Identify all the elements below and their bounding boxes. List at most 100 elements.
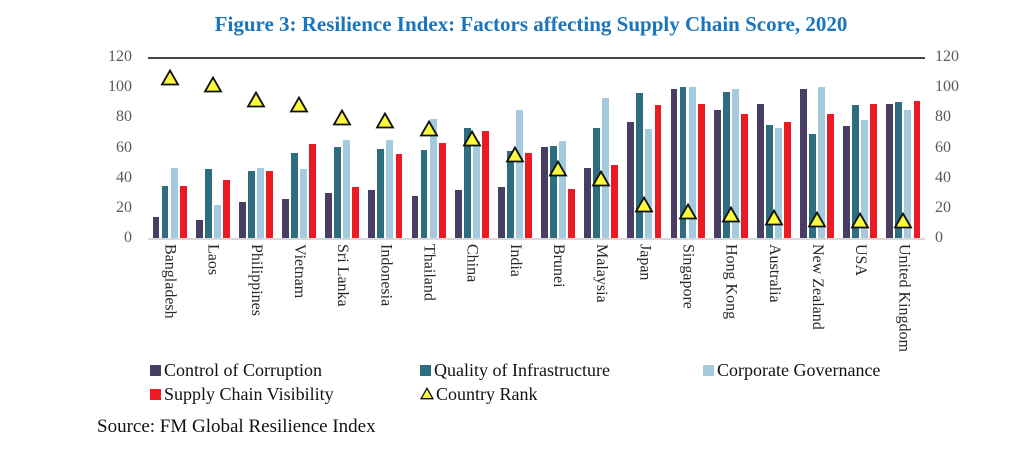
bar-group-malaysia — [580, 59, 623, 238]
bar-supply-chain-visibility — [654, 105, 662, 238]
bar-control-of-corruption — [756, 103, 764, 238]
legend-label: Supply Chain Visibility — [164, 384, 334, 404]
bar-group-usa — [839, 59, 882, 238]
bar-supply-chain-visibility — [870, 103, 878, 238]
bar-control-of-corruption — [325, 193, 333, 238]
bar-control-of-corruption — [368, 190, 376, 238]
bar-quality-of-infrastructure — [809, 133, 816, 238]
bar-quality-of-infrastructure — [895, 102, 903, 238]
bar-group-philippines — [234, 59, 277, 238]
y-tick-label: 20 — [116, 198, 132, 216]
chart-title: Figure 3: Resilience Index: Factors affe… — [214, 12, 848, 36]
bar-corporate-governance — [300, 169, 308, 238]
bar-group-new-zealand — [796, 59, 839, 238]
y-tick-label: 80 — [935, 108, 951, 126]
x-tick-text: New Zealand — [809, 244, 827, 330]
bar-supply-chain-visibility — [222, 179, 230, 238]
y-tick-label: 100 — [935, 78, 959, 96]
bar-control-of-corruption — [238, 202, 246, 238]
source-text: Source: FM Global Resilience Index — [97, 416, 376, 437]
country-rank-marker — [721, 205, 741, 223]
bar-control-of-corruption — [800, 88, 807, 238]
bar-corporate-governance — [343, 139, 351, 238]
y-tick-label: 120 — [935, 48, 959, 65]
bar-control-of-corruption — [843, 126, 851, 238]
bar-supply-chain-visibility — [568, 188, 576, 238]
bar-supply-chain-visibility — [266, 170, 273, 238]
bar-control-of-corruption — [282, 199, 289, 238]
x-tick-label: Vietnam — [277, 244, 320, 298]
bar-control-of-corruption — [195, 220, 203, 238]
legend-label: Corporate Governance — [717, 360, 881, 380]
bar-corporate-governance — [645, 129, 653, 238]
bar-corporate-governance — [256, 167, 264, 238]
y-tick-label: 40 — [935, 168, 951, 186]
bar-quality-of-infrastructure — [852, 105, 860, 238]
bar-quality-of-infrastructure — [765, 124, 773, 238]
bar-supply-chain-visibility — [740, 114, 748, 238]
legend-item-quality-of-infrastructure: Quality of Infrastructure — [420, 360, 610, 381]
x-axis-labels: Bangladesh Laos Philippines Vietnam Sri Lank… — [148, 244, 925, 394]
country-rank-marker — [634, 195, 654, 213]
bar-group-india — [493, 59, 536, 238]
bar-corporate-governance — [559, 141, 567, 238]
x-tick-label: Indonesia — [364, 244, 407, 306]
y-tick-label: 0 — [124, 229, 132, 246]
legend-row-2: Supply Chain Visibility Country Rank — [0, 384, 1024, 404]
bar-corporate-governance — [818, 87, 826, 238]
bar-quality-of-infrastructure — [679, 87, 687, 238]
legend-item-supply-chain-visibility: Supply Chain Visibility — [150, 384, 334, 405]
bar-group-sri-lanka — [321, 59, 364, 238]
legend-item-control-of-corruption: Control of Corruption — [150, 360, 322, 381]
x-tick-text: Thailand — [420, 244, 438, 301]
quality-of-infrastructure-swatch-icon — [420, 365, 431, 376]
country-rank-marker — [160, 68, 180, 86]
x-tick-label: Japan — [623, 244, 666, 280]
bar-group-thailand — [407, 59, 450, 238]
bar-control-of-corruption — [454, 190, 462, 238]
bar-supply-chain-visibility — [352, 187, 360, 238]
country-rank-marker — [764, 208, 784, 226]
x-tick-text: Brunei — [550, 244, 568, 288]
bar-corporate-governance — [731, 88, 739, 238]
bar-corporate-governance — [429, 118, 437, 238]
x-tick-text: Indonesia — [377, 244, 395, 307]
x-tick-text: Japan — [636, 244, 654, 281]
x-tick-text: United Kingdom — [895, 244, 913, 352]
x-tick-label: Bangladesh — [148, 244, 191, 319]
x-tick-text: USA — [852, 244, 870, 277]
x-tick-label: Sri Lanka — [321, 244, 364, 307]
country-rank-marker — [332, 108, 352, 126]
bar-group-vietnam — [277, 59, 320, 238]
bar-supply-chain-visibility — [827, 114, 835, 238]
bar-control-of-corruption — [411, 196, 419, 238]
country-rank-marker — [419, 119, 439, 137]
x-tick-text: Bangladesh — [161, 244, 179, 319]
legend-item-country-rank: Country Rank — [419, 384, 538, 405]
corporate-governance-swatch-icon — [703, 365, 714, 376]
bar-quality-of-infrastructure — [722, 91, 730, 238]
bar-supply-chain-visibility — [784, 121, 791, 238]
x-tick-text: India — [506, 244, 524, 277]
x-tick-label: Singapore — [666, 244, 709, 309]
bar-corporate-governance — [386, 139, 394, 238]
bar-supply-chain-visibility — [395, 154, 403, 238]
country-rank-marker — [548, 159, 568, 177]
y-axis-right: 0 20 40 60 80 100 120 — [925, 48, 985, 246]
y-tick-label: 40 — [116, 168, 132, 186]
y-axis-left: 0 20 40 60 80 100 120 — [90, 48, 140, 246]
bar-control-of-corruption — [713, 109, 721, 238]
x-tick-label: United Kingdom — [882, 244, 925, 352]
bar-quality-of-infrastructure — [204, 169, 212, 238]
bar-control-of-corruption — [670, 88, 678, 238]
y-tick-label: 60 — [935, 138, 951, 156]
x-tick-label: Brunei — [537, 244, 580, 288]
bar-supply-chain-visibility — [481, 130, 489, 238]
country-rank-marker — [807, 210, 827, 228]
bar-control-of-corruption — [541, 147, 548, 238]
bar-corporate-governance — [170, 167, 178, 238]
control-of-corruption-swatch-icon — [150, 365, 161, 376]
bar-group-laos — [191, 59, 234, 238]
x-tick-text: Philippines — [247, 244, 265, 317]
y-tick-label: 120 — [108, 48, 132, 65]
